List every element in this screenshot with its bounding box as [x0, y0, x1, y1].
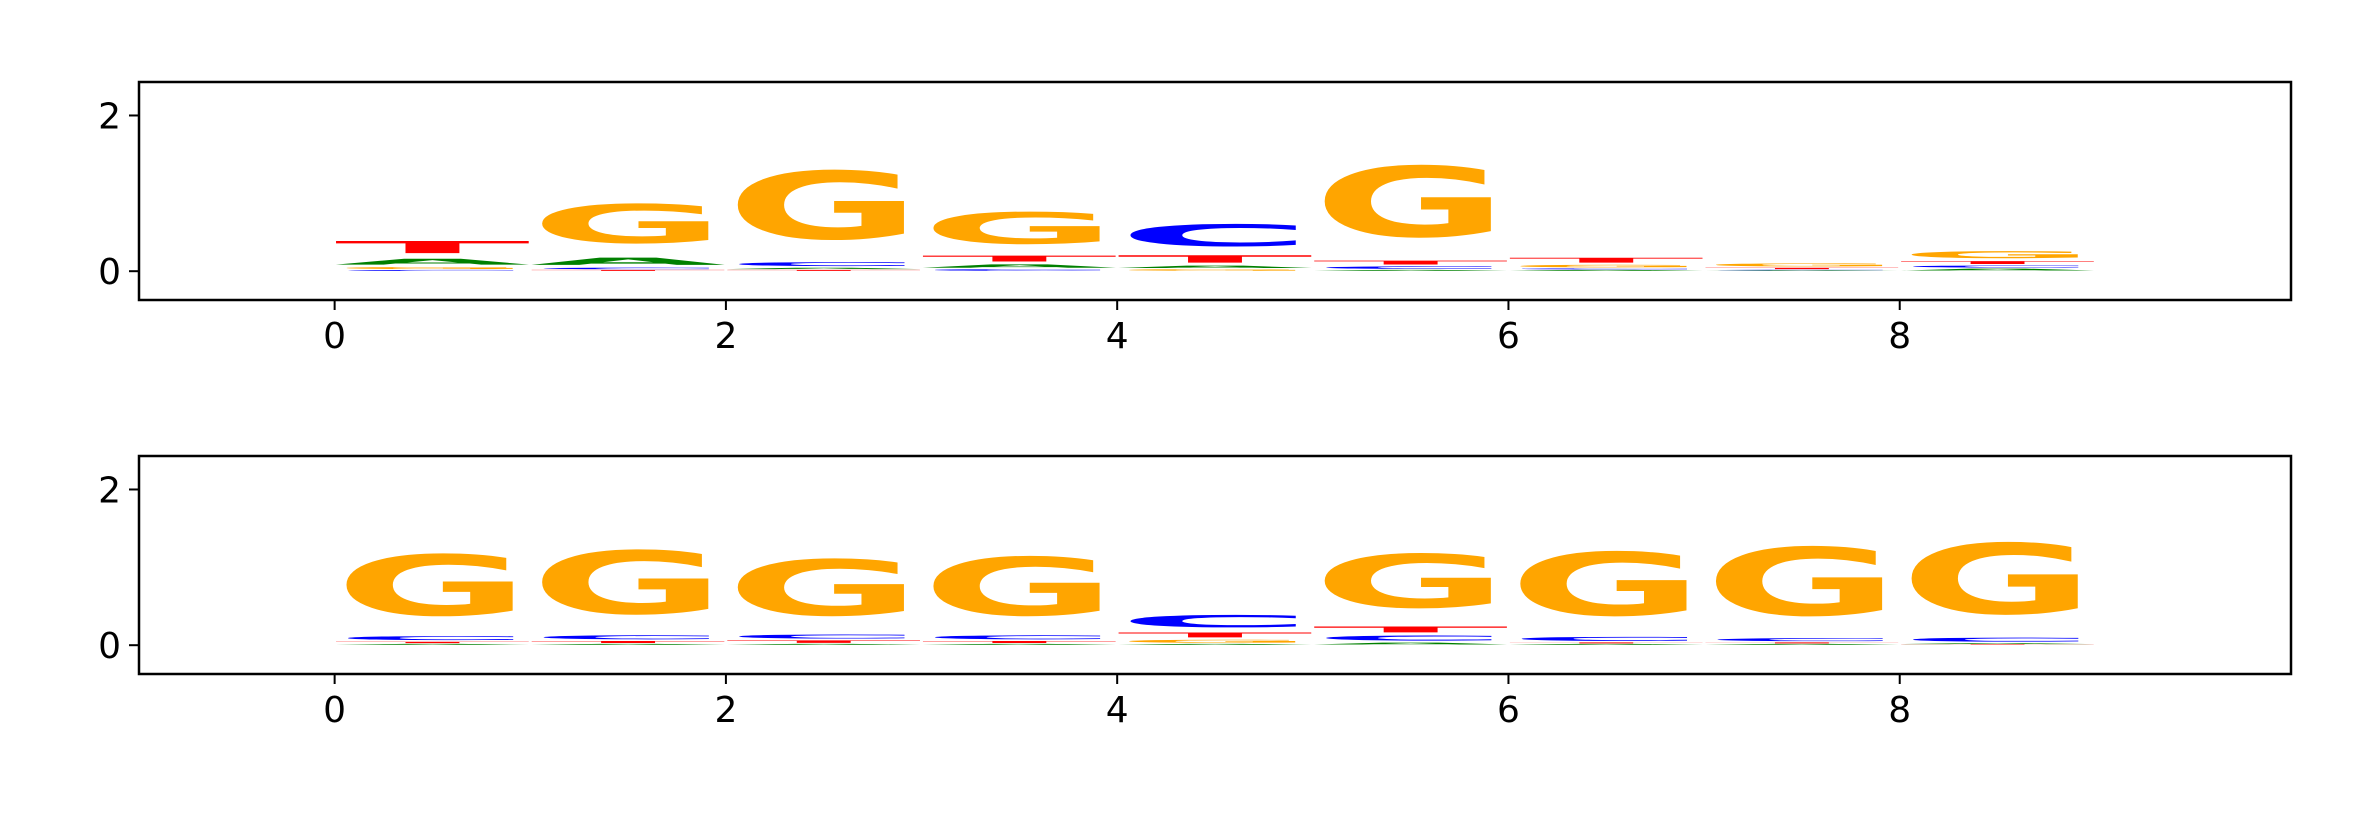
letter: G	[1900, 524, 2096, 637]
letter: T	[1900, 260, 2096, 265]
letter: G	[1313, 147, 1509, 260]
letter: A	[922, 263, 1118, 268]
letter: G	[530, 194, 726, 256]
letter: A	[530, 256, 726, 268]
x-tick-label: 6	[1497, 316, 1520, 357]
letter: G	[1313, 539, 1509, 625]
letter: C	[1313, 634, 1509, 642]
letter: C	[1313, 266, 1509, 270]
x-tick-label: 0	[323, 690, 346, 731]
letter: A	[1508, 644, 1704, 646]
x-tick-label: 6	[1497, 690, 1520, 731]
x-tick-label: 0	[323, 316, 346, 357]
letter: A	[335, 257, 531, 266]
y-tick-label: 2	[98, 470, 121, 511]
letter: T	[1313, 625, 1509, 634]
x-tick-label: 4	[1106, 690, 1129, 731]
letter: T	[335, 641, 531, 643]
letter: C	[1900, 637, 2096, 643]
letter: C	[922, 269, 1118, 271]
letter: C	[335, 270, 531, 272]
letter: G	[1117, 269, 1313, 271]
letter: A	[726, 267, 922, 269]
letter: A	[1900, 268, 2096, 271]
letter: T	[726, 640, 922, 644]
letter: G	[922, 541, 1118, 634]
letter: T	[1313, 260, 1509, 266]
letter: A	[530, 644, 726, 646]
letter: T	[1704, 267, 1900, 269]
letter: C	[726, 261, 922, 267]
letter: T	[1508, 642, 1704, 644]
letter: A	[1900, 643, 2096, 645]
letter: A	[1313, 270, 1509, 272]
letter: T	[1117, 631, 1313, 639]
letter: C	[530, 267, 726, 269]
y-tick-label: 0	[98, 626, 121, 667]
letter: T	[530, 641, 726, 644]
x-tick-label: 2	[714, 316, 737, 357]
letter: G	[1508, 264, 1704, 268]
letter: G	[726, 544, 922, 633]
letter: A	[335, 644, 531, 646]
letter: G	[1704, 529, 1900, 638]
letter: A	[1704, 644, 1900, 646]
letter: C	[922, 634, 1118, 640]
letter: G	[335, 538, 531, 635]
axes-frame	[137, 454, 2293, 676]
letter: T	[726, 270, 922, 272]
letter: G	[1900, 249, 2096, 260]
letter: T	[1900, 644, 2096, 645]
axes-frame	[137, 80, 2293, 302]
x-tick-label: 4	[1106, 316, 1129, 357]
letter: G	[530, 534, 726, 634]
letter: G	[1117, 639, 1313, 644]
letter: G	[922, 204, 1118, 254]
letter: A	[1117, 265, 1313, 269]
letter: C	[1117, 218, 1313, 253]
letter: T	[1704, 642, 1900, 644]
y-tick-label: 0	[98, 252, 121, 293]
letter: G	[1704, 263, 1900, 268]
letter: T	[922, 641, 1118, 644]
letter: C	[1508, 636, 1704, 642]
letter: C	[1704, 270, 1900, 271]
letter: A	[1704, 270, 1900, 271]
letter: G	[1508, 535, 1704, 635]
letter: A	[1117, 644, 1313, 646]
letter: A	[1313, 642, 1509, 645]
letter: C	[1508, 268, 1704, 270]
letter: C	[1900, 265, 2096, 268]
letter: T	[530, 270, 726, 272]
letter: C	[1704, 637, 1900, 642]
letter: A	[726, 644, 922, 646]
letter: C	[726, 634, 922, 640]
x-tick-label: 8	[1888, 316, 1911, 357]
letter: C	[1117, 612, 1313, 631]
letter: G	[726, 152, 922, 261]
letter: A	[922, 644, 1118, 646]
y-tick-label: 2	[98, 96, 121, 137]
letter: T	[335, 238, 531, 257]
letter: T	[1508, 256, 1704, 264]
letter: A	[1508, 270, 1704, 272]
letter: C	[530, 634, 726, 640]
x-tick-label: 2	[714, 690, 737, 731]
letter: C	[335, 635, 531, 641]
letter: G	[335, 267, 531, 270]
letter: T	[1117, 253, 1313, 265]
letter: T	[922, 254, 1118, 263]
x-tick-label: 8	[1888, 690, 1911, 731]
